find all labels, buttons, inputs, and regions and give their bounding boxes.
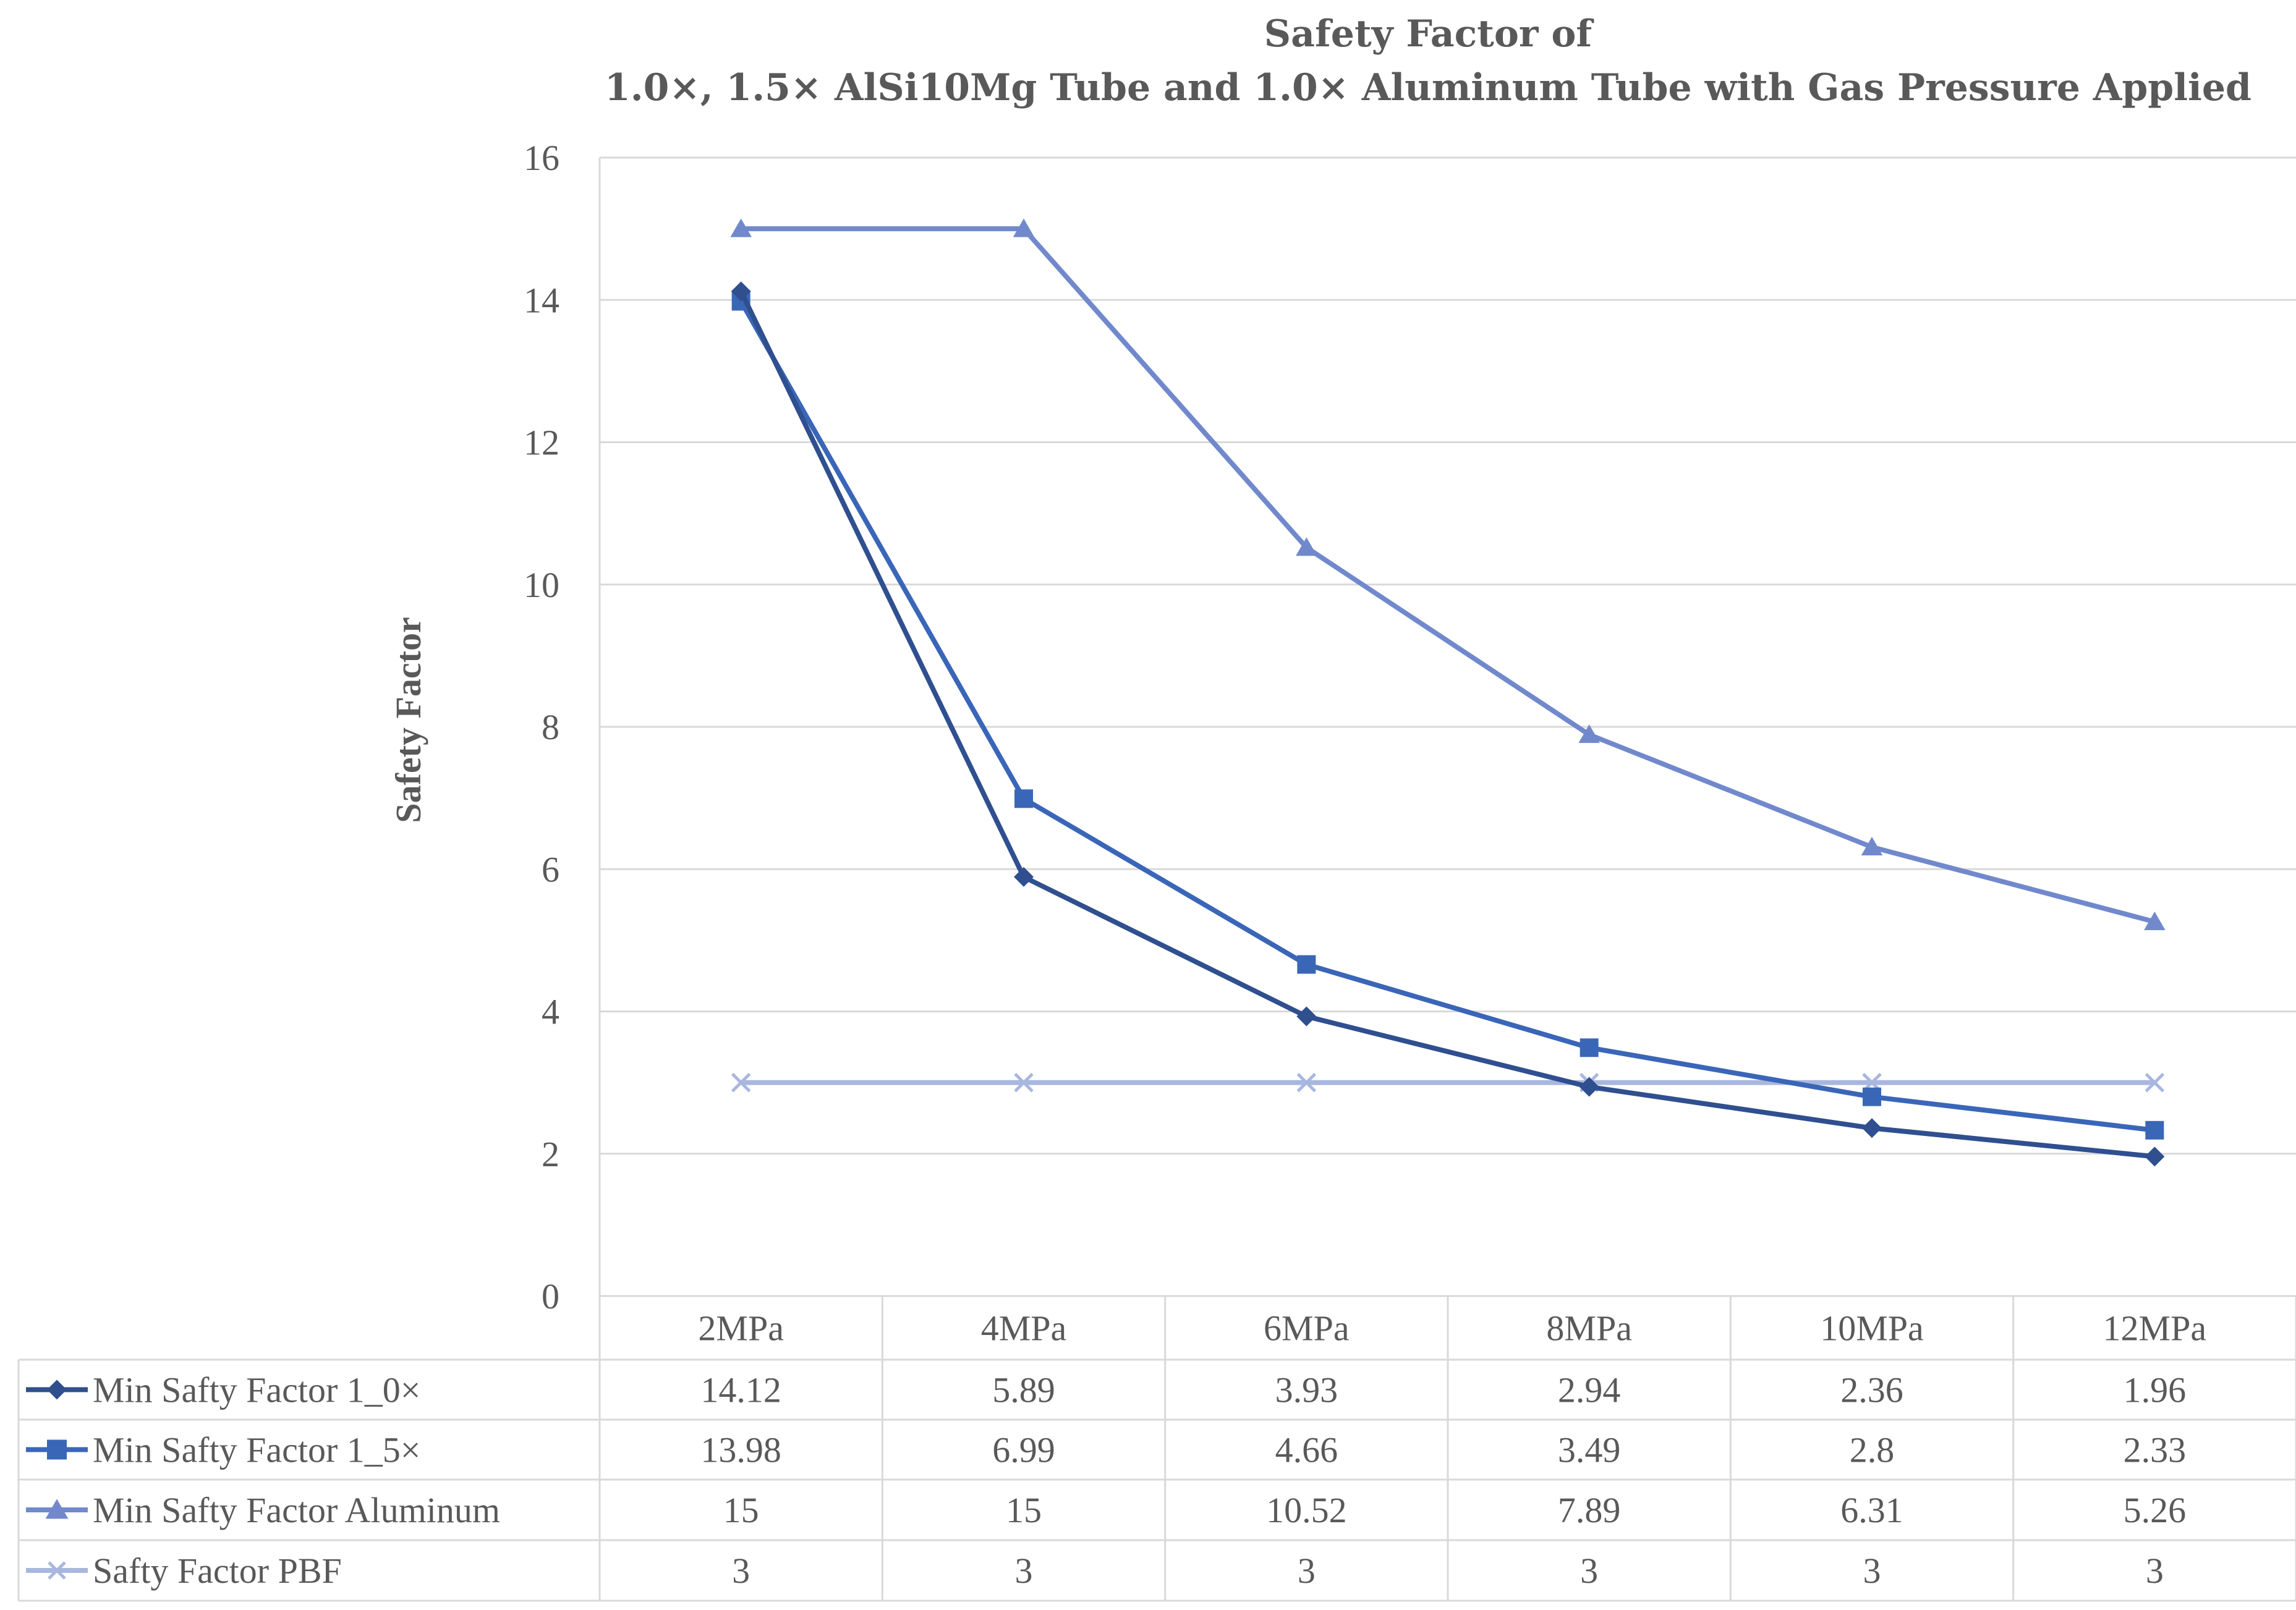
table-cell-value: 2.33: [2124, 1430, 2187, 1470]
table-cell-value: 15: [723, 1490, 759, 1530]
y-tick-label: 0: [542, 1276, 559, 1316]
table-cell-value: 14.12: [700, 1370, 781, 1410]
table-cell-value: 5.89: [992, 1370, 1055, 1410]
legend-key-marker: [47, 1379, 67, 1400]
data-point: [2145, 1072, 2165, 1093]
legend-series-name: Min Safty Factor 1_0×: [93, 1370, 421, 1410]
legend-series-name: Min Safty Factor 1_5×: [93, 1430, 421, 1470]
table-cell-value: 6.31: [1840, 1490, 1903, 1530]
series-3: [730, 218, 2166, 930]
data-point: [1013, 218, 1035, 237]
y-tick-label: 16: [524, 138, 559, 178]
data-point: [1297, 955, 1316, 974]
table-cell-value: 7.89: [1558, 1490, 1621, 1530]
data-table: 2MPa 4MPa 6MPa 8MPa 10MPa 12MPa Min Safty Fact…: [17, 1295, 2296, 1602]
series-line: [738, 226, 2158, 925]
y-axis-label: Safety Factor: [388, 617, 428, 823]
legend-series-name: Min Safty Factor Aluminum: [93, 1490, 500, 1530]
data-point: [1014, 1072, 1034, 1093]
table-cell-value: 2.36: [1840, 1370, 1903, 1410]
table-cell-value: 3: [2146, 1551, 2164, 1591]
data-point: [731, 281, 751, 302]
category-label: 2MPa: [698, 1308, 784, 1349]
category-label: 6MPa: [1264, 1308, 1350, 1349]
table-cell-value: 4.66: [1275, 1430, 1338, 1470]
table-cell-value: 5.26: [2124, 1490, 2187, 1530]
data-point: [1578, 724, 1600, 744]
table-cell-value: 2.8: [1850, 1430, 1895, 1470]
data-point: [2145, 1121, 2164, 1140]
table-cell-value: 10.52: [1266, 1490, 1347, 1530]
y-tick-label: 12: [524, 423, 559, 463]
category-label: 10MPa: [1820, 1308, 1924, 1349]
data-point: [2145, 1146, 2165, 1167]
category-label: 12MPa: [2103, 1308, 2207, 1349]
data-point: [730, 218, 752, 237]
data-point: [1579, 1077, 1599, 1097]
chart-title-line1: Safety Factor of: [1264, 12, 1595, 56]
data-point: [731, 1072, 751, 1093]
data-point: [1014, 866, 1034, 887]
table-cell-value: 3: [732, 1551, 750, 1591]
table-cell-value: 6.99: [992, 1430, 1055, 1470]
chart-title-line2: 1.0×, 1.5× AlSi10Mg Tube and 1.0× Alumin…: [605, 66, 2251, 109]
table-cell-value: 3: [1863, 1551, 1881, 1591]
series-1: [731, 281, 2165, 1167]
data-point: [1296, 537, 1317, 556]
table-cell-value: 13.98: [700, 1430, 781, 1470]
data-point: [1296, 1006, 1317, 1027]
table-cell-value: 15: [1006, 1490, 1042, 1530]
table-cell-value: 3: [1015, 1551, 1033, 1591]
table-cell-value: 3: [1580, 1551, 1598, 1591]
data-point: [1862, 1118, 1882, 1138]
y-tick-label: 10: [524, 565, 559, 605]
y-axis-ticks: 0 2 4 6 8 10 12 14 16: [524, 138, 559, 1316]
category-label: 4MPa: [981, 1308, 1067, 1349]
data-point: [1014, 789, 1033, 808]
table-cell-value: 1.96: [2124, 1370, 2187, 1410]
data-point: [1296, 1072, 1317, 1093]
legend-key-marker: [47, 1439, 67, 1460]
y-tick-label: 8: [542, 707, 559, 747]
table-cell-value: 2.94: [1558, 1370, 1621, 1410]
legend-key-marker: [48, 1561, 66, 1580]
series-line: [738, 299, 2158, 1133]
data-point: [1863, 1087, 1881, 1106]
data-point: [1861, 837, 1883, 856]
y-tick-label: 14: [524, 280, 559, 320]
legend-series-name: Safty Factor PBF: [93, 1551, 342, 1591]
table-cell-value: 3: [1298, 1551, 1316, 1591]
plot-series: [730, 218, 2166, 1167]
data-point: [2144, 911, 2166, 930]
data-point: [1580, 1038, 1599, 1057]
table-cell-value: 3.49: [1558, 1430, 1621, 1470]
category-label: 8MPa: [1546, 1308, 1632, 1349]
y-tick-label: 2: [542, 1134, 559, 1174]
table-cell-value: 3.93: [1275, 1370, 1338, 1410]
y-tick-label: 4: [542, 992, 559, 1032]
series-line: [738, 289, 2158, 1159]
legend-key-marker: [45, 1499, 69, 1519]
y-tick-label: 6: [542, 849, 559, 889]
